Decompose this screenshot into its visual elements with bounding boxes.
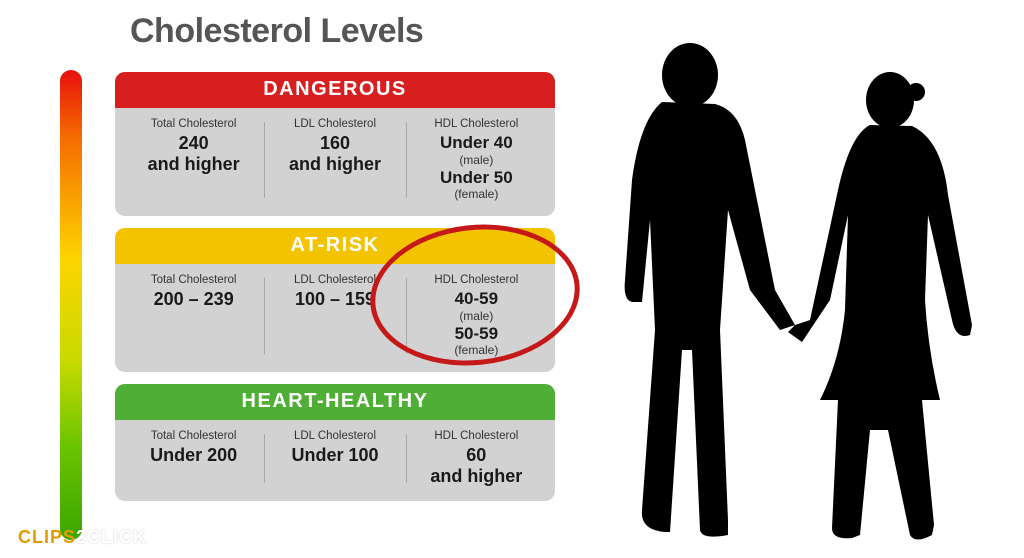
cell-ldl: LDL Cholesterol Under 100 — [264, 430, 405, 486]
value-hdl-female: 50-59 — [410, 324, 543, 344]
card-dangerous: DANGEROUS Total Cholesterol 240and highe… — [115, 72, 555, 216]
value-hdl-male: Under 40 — [410, 133, 543, 153]
label-total: Total Cholesterol — [127, 118, 260, 130]
card-body-dangerous: Total Cholesterol 240and higher LDL Chol… — [115, 108, 555, 216]
watermark-part-b: 2CLICK — [76, 527, 147, 547]
note-hdl-male: (male) — [410, 153, 543, 168]
label-ldl: LDL Cholesterol — [268, 430, 401, 442]
label-hdl: HDL Cholesterol — [410, 274, 543, 286]
note-hdl-male: (male) — [410, 309, 543, 324]
label-ldl: LDL Cholesterol — [268, 274, 401, 286]
value-hdl-male: 40-59 — [410, 289, 543, 309]
watermark-part-a: CLIPS — [18, 527, 76, 547]
label-total: Total Cholesterol — [127, 430, 260, 442]
value-hdl: 60and higher — [410, 445, 543, 486]
label-ldl: LDL Cholesterol — [268, 118, 401, 130]
value-ldl: 160and higher — [268, 133, 401, 174]
cell-total: Total Cholesterol 200 – 239 — [123, 274, 264, 358]
category-cards: DANGEROUS Total Cholesterol 240and highe… — [115, 72, 555, 513]
value-total: 240and higher — [127, 133, 260, 174]
cell-hdl: HDL Cholesterol 60and higher — [406, 430, 547, 486]
card-body-heart-healthy: Total Cholesterol Under 200 LDL Choleste… — [115, 420, 555, 500]
value-ldl: 100 – 159 — [268, 289, 401, 310]
label-hdl: HDL Cholesterol — [410, 118, 543, 130]
cell-ldl: LDL Cholesterol 100 – 159 — [264, 274, 405, 358]
label-hdl: HDL Cholesterol — [410, 430, 543, 442]
value-total: 200 – 239 — [127, 289, 260, 310]
page-title: Cholesterol Levels — [130, 12, 423, 51]
cell-total: Total Cholesterol Under 200 — [123, 430, 264, 486]
card-at-risk: AT-RISK Total Cholesterol 200 – 239 LDL … — [115, 228, 555, 372]
cell-ldl: LDL Cholesterol 160and higher — [264, 118, 405, 202]
label-total: Total Cholesterol — [127, 274, 260, 286]
risk-thermometer — [60, 70, 82, 540]
note-hdl-female: (female) — [410, 343, 543, 358]
card-heart-healthy: HEART-HEALTHY Total Cholesterol Under 20… — [115, 384, 555, 500]
value-ldl: Under 100 — [268, 445, 401, 466]
card-header-dangerous: DANGEROUS — [115, 72, 555, 108]
cell-hdl: HDL Cholesterol Under 40 (male) Under 50… — [406, 118, 547, 202]
cell-hdl: HDL Cholesterol 40-59 (male) 50-59 (fema… — [406, 274, 547, 358]
cell-total: Total Cholesterol 240and higher — [123, 118, 264, 202]
watermark: CLIPS2CLICK — [18, 527, 147, 548]
note-hdl-female: (female) — [410, 187, 543, 202]
value-total: Under 200 — [127, 445, 260, 466]
value-hdl-female: Under 50 — [410, 168, 543, 188]
card-header-at-risk: AT-RISK — [115, 228, 555, 264]
card-body-at-risk: Total Cholesterol 200 – 239 LDL Choleste… — [115, 264, 555, 372]
couple-silhouette-icon — [570, 30, 1010, 550]
card-header-heart-healthy: HEART-HEALTHY — [115, 384, 555, 420]
